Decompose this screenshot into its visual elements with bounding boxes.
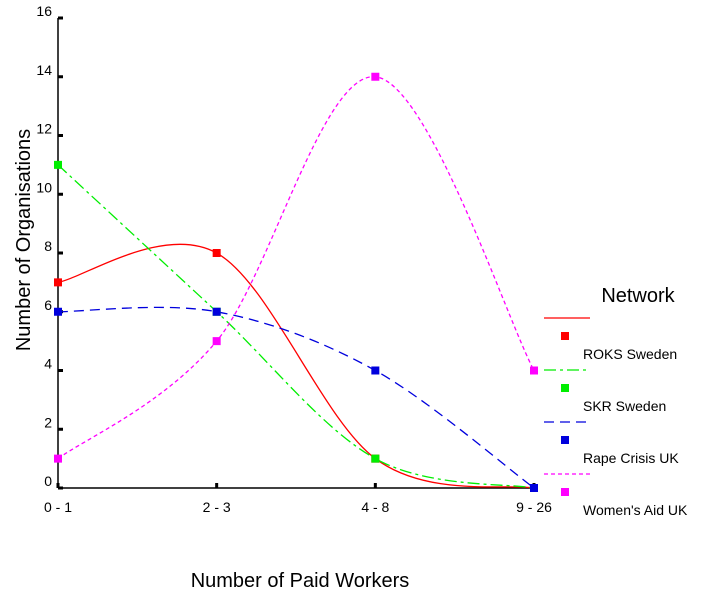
data-point-skr-sweden [371, 454, 380, 463]
legend-label-roks-sweden: ROKS Sweden [583, 346, 677, 362]
y-tick-label: 6 [44, 297, 52, 313]
legend-label-skr-sweden: SKR Sweden [583, 398, 666, 414]
legend: Network ROKS Sweden SKR Sweden Rape Crisis… [544, 285, 688, 518]
y-tick-label: 12 [36, 121, 52, 137]
series-lines [57, 76, 535, 489]
data-point-rape-crisis-uk [54, 307, 62, 316]
legend-swatch-roks-sweden [561, 332, 569, 340]
data-point-women-s-aid-uk [212, 337, 221, 346]
data-point-rape-crisis-uk [530, 484, 538, 492]
y-tick-label: 0 [44, 473, 52, 489]
series-line-women-s-aid-uk [57, 76, 535, 460]
x-axis-title: Number of Paid Workers [191, 570, 410, 592]
y-tick-label: 16 [36, 3, 52, 19]
data-point-women-s-aid-uk [530, 366, 538, 375]
x-tick-label: 4 - 8 [361, 499, 389, 515]
series-line-roks-sweden [57, 243, 535, 489]
x-tick-label: 0 - 1 [44, 499, 72, 515]
y-tick-label: 14 [36, 62, 52, 78]
data-point-women-s-aid-uk [54, 454, 62, 463]
data-point-rape-crisis-uk [371, 366, 380, 375]
x-tick-label: 9 - 26 [516, 499, 552, 515]
data-point-roks-sweden [54, 278, 62, 287]
data-point-women-s-aid-uk [371, 72, 380, 81]
data-point-roks-sweden [212, 249, 221, 257]
series-markers [54, 72, 538, 492]
legend-label-rape-crisis-uk: Rape Crisis UK [583, 450, 679, 466]
legend-label-women-s-aid-uk: Women's Aid UK [583, 502, 688, 518]
data-point-rape-crisis-uk [212, 307, 221, 316]
y-axis-title: Number of Organisations [13, 129, 35, 351]
legend-swatch-rape-crisis-uk [561, 436, 569, 444]
series-line-rape-crisis-uk [57, 306, 535, 489]
series-line-skr-sweden [57, 164, 535, 489]
axes: 0 2 4 6 8 10 12 14 16 0 - 1 2 - 3 4 - 8 9 - 26 [36, 3, 552, 515]
legend-swatch-women-s-aid-uk [561, 488, 569, 496]
data-point-skr-sweden [54, 160, 62, 169]
y-tick-label: 8 [44, 238, 52, 254]
x-tick-label: 2 - 3 [203, 499, 231, 515]
y-tick-label: 10 [36, 179, 52, 195]
legend-swatch-skr-sweden [561, 384, 569, 392]
legend-title: Network [601, 285, 675, 307]
y-tick-label: 2 [44, 414, 52, 430]
y-tick-label: 4 [44, 356, 52, 372]
